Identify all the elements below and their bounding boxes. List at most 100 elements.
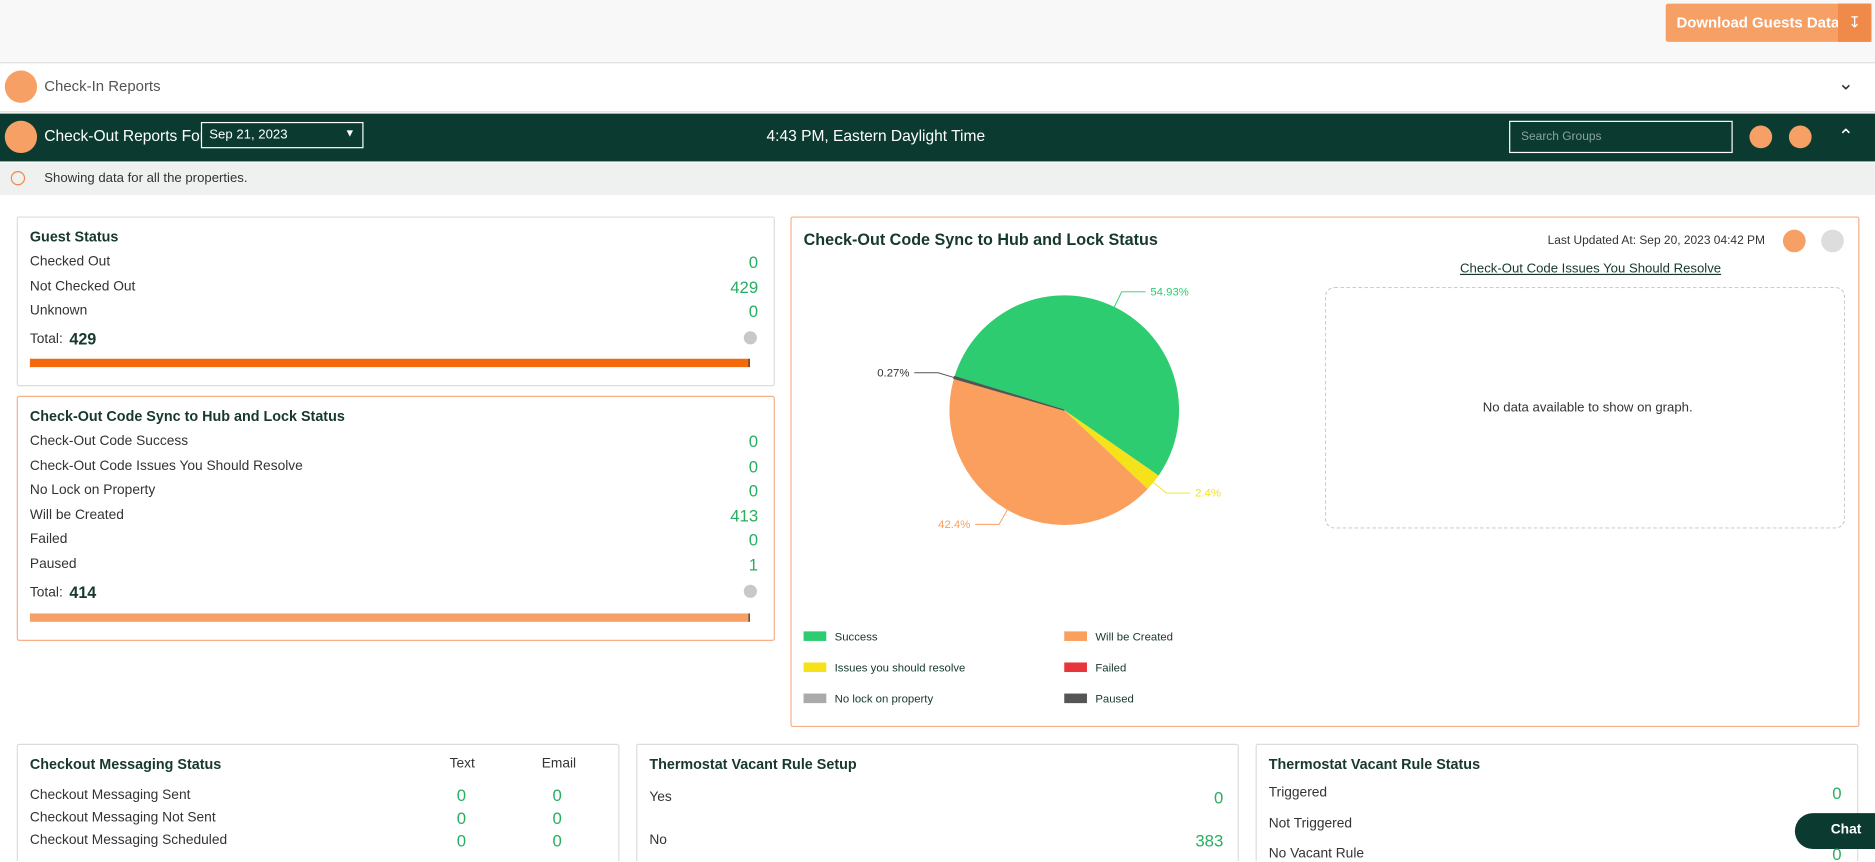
- column-header: Text: [449, 756, 475, 772]
- legend-label: Success: [835, 631, 878, 643]
- checkin-row[interactable]: [0, 63, 1875, 113]
- row-value: 0: [456, 785, 467, 805]
- legend-label: Failed: [1095, 662, 1126, 674]
- leader-line: [1153, 482, 1191, 494]
- top-bar: [0, 0, 1875, 64]
- row-value: 0: [552, 831, 562, 851]
- slice-label: 54.93%: [1150, 286, 1189, 298]
- checkout-chevron[interactable]: ⌃: [1837, 126, 1854, 148]
- card-title: Thermostat Vacant Rule Status: [1268, 755, 1481, 773]
- pie-slice: [949, 378, 1148, 525]
- pie-slice: [954, 295, 1180, 476]
- notice-text: Showing data for all the properties.: [44, 170, 248, 186]
- row-value: 0: [456, 831, 467, 851]
- row-label: Check-Out Code Issues You Should Resolve: [29, 458, 303, 474]
- guest-status-card: [16, 216, 775, 387]
- row-label: Triggered: [1268, 785, 1328, 800]
- row-value: 0: [748, 252, 759, 272]
- no-data-box: [1324, 286, 1846, 529]
- row-value: 0: [748, 456, 759, 476]
- download-icon[interactable]: ↧: [1837, 3, 1872, 42]
- column-header: Email: [541, 756, 577, 772]
- row-value: 0: [748, 301, 759, 321]
- bar-refresh-icon[interactable]: [1788, 125, 1812, 149]
- download-label[interactable]: Download Guests Data: [1676, 14, 1840, 32]
- total-value: 414: [69, 583, 97, 602]
- legend-swatch: [803, 693, 827, 704]
- last-updated: Last Updated At: Sep 20, 2023 04:42 PM: [1547, 234, 1765, 248]
- pie-chart: 54.93% 2.4% 42.4% 0.27% Success Issues you sh…: [803, 286, 1221, 706]
- row-value: 429: [730, 276, 759, 296]
- row-value: 0: [748, 431, 759, 451]
- checkin-title[interactable]: Check-In Reports: [44, 77, 161, 95]
- info-icon: [743, 331, 757, 345]
- row-value: 0: [552, 785, 562, 805]
- row-label: Checkout Messaging Sent: [29, 788, 191, 803]
- row-label: Unknown: [29, 303, 88, 319]
- download-button[interactable]: Download Guests Data ↧: [1665, 3, 1872, 42]
- card-title: Checkout Messaging Status: [29, 755, 222, 773]
- total-label: Total:: [29, 332, 63, 347]
- legend-label: No lock on property: [835, 694, 934, 706]
- leader-line: [975, 509, 1008, 525]
- row-value: 0: [748, 530, 759, 550]
- slice-label: 42.4%: [938, 519, 970, 531]
- row-label: No Lock on Property: [29, 483, 156, 498]
- date-caret[interactable]: ▼: [344, 126, 356, 139]
- row-label: Checkout Messaging Not Sent: [29, 810, 216, 826]
- chat-button[interactable]: Chat: [1794, 813, 1875, 850]
- slice-label: 0.27%: [877, 367, 909, 379]
- messaging-card: [16, 743, 620, 861]
- row-value: 0: [456, 808, 467, 828]
- progress-bar: [29, 613, 750, 622]
- bar-download-icon[interactable]: [1749, 125, 1773, 149]
- issues-link[interactable]: Check-Out Code Issues You Should Resolve: [1460, 261, 1722, 277]
- thermostat-status-card: [1255, 743, 1859, 861]
- row-label: Failed: [29, 532, 68, 547]
- notice-row: [0, 162, 1875, 195]
- checkin-chevron[interactable]: ⌄: [1837, 74, 1854, 95]
- legend-swatch: [1064, 631, 1087, 641]
- checkout-title: Check-Out Reports For: [44, 126, 205, 145]
- row-value: 0: [552, 808, 562, 828]
- date-value[interactable]: Sep 21, 2023: [209, 127, 288, 143]
- legend-swatch: [803, 662, 827, 673]
- row-value: 1: [748, 554, 759, 574]
- row-value: 0: [1832, 783, 1842, 803]
- slice-label: 2.4%: [1195, 488, 1221, 500]
- total-value: 429: [69, 330, 97, 348]
- pie-panel-title: Check-Out Code Sync to Hub and Lock Stat…: [803, 230, 1158, 249]
- pie-slice: [953, 375, 1065, 411]
- leader-line: [914, 372, 955, 378]
- legend-label: Paused: [1095, 694, 1134, 706]
- card-title: Thermostat Vacant Rule Setup: [649, 755, 857, 773]
- total-label: Total:: [29, 585, 63, 601]
- row-label: No Vacant Rule: [1268, 846, 1365, 861]
- legend-swatch: [1064, 693, 1087, 704]
- chat-label[interactable]: Chat: [1830, 822, 1862, 838]
- legend-label: Will be Created: [1095, 631, 1173, 643]
- date-select[interactable]: Sep 21, 2023 ▼: [200, 121, 364, 149]
- pie-refresh-icon[interactable]: [1821, 229, 1844, 253]
- leader-line: [1113, 291, 1146, 308]
- no-data-text: No data available to show on graph.: [1482, 400, 1693, 415]
- row-value: 0: [1213, 788, 1224, 808]
- checkout-icon: [4, 120, 38, 154]
- row-label: Checkout Messaging Scheduled: [29, 833, 228, 848]
- legend-swatch: [1064, 662, 1087, 673]
- row-label: Paused: [29, 557, 77, 572]
- row-label: Will be Created: [29, 507, 124, 523]
- current-time: 4:43 PM, Eastern Daylight Time: [766, 126, 986, 145]
- row-label: Yes: [649, 790, 672, 805]
- card-title: Guest Status: [29, 228, 119, 246]
- legend-label: Issues you should resolve: [835, 662, 966, 674]
- row-label: Checked Out: [29, 254, 111, 270]
- row-label: Not Checked Out: [29, 279, 136, 294]
- pie-download-icon[interactable]: [1782, 229, 1806, 253]
- search-input[interactable]: Search Groups: [1509, 120, 1733, 154]
- row-value: 0: [748, 480, 759, 501]
- search-placeholder[interactable]: Search Groups: [1521, 130, 1602, 144]
- card-title: Check-Out Code Sync to Hub and Lock Stat…: [29, 407, 345, 425]
- row-label: No: [649, 833, 667, 848]
- info-icon: [743, 584, 757, 598]
